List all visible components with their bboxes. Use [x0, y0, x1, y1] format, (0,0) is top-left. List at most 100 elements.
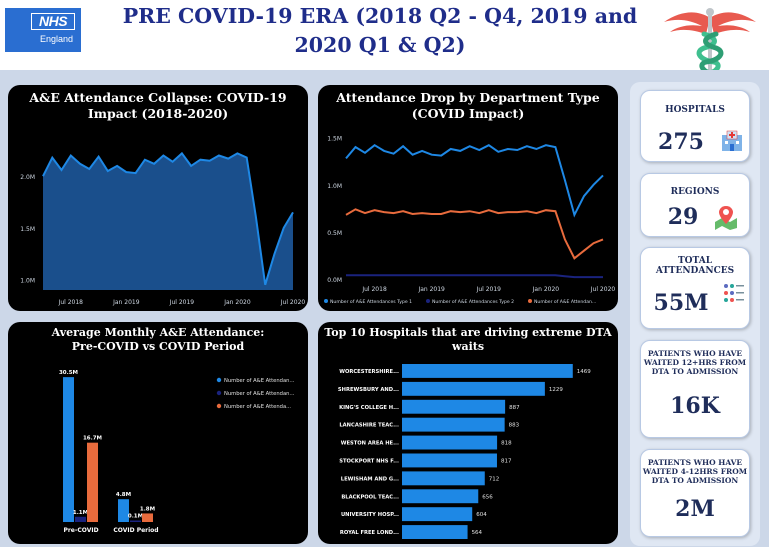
hbar-chart-title-line-1: Top 10 Hospitals that are driving extrem…: [324, 326, 612, 339]
series-line-2: [346, 274, 603, 279]
bar: [87, 442, 98, 522]
hbar-chart-title: Top 10 Hospitals that are driving extrem…: [318, 326, 618, 354]
nhs-logo: NHS England: [5, 8, 81, 52]
y-tick-label: 1.5M: [327, 136, 342, 143]
bar-value-label: 818: [501, 441, 512, 447]
y-tick-label: 0.5M: [327, 230, 342, 237]
page-title-line-1: PRE COVID-19 ERA (2018 Q2 - Q4, 2019 and: [122, 4, 638, 28]
y-tick-label: LEWISHAM AND G...: [341, 476, 399, 482]
kpi-regions-label: REGIONS: [670, 187, 720, 197]
people-icon: [724, 284, 744, 302]
bar-value-label: 1229: [549, 387, 563, 393]
area-chart-title-line-2: Impact (2018-2020): [87, 106, 229, 121]
bar: [402, 364, 573, 378]
area-chart: 1.0M 1.5M 2.0M Jul 2018 Jan 2019 Jul 2019 Jan …: [20, 151, 305, 306]
x-tick-label: Jul 2019: [476, 286, 502, 293]
kpi-attendances-label: TOTAL ATTENDANCES: [641, 256, 749, 276]
legend-label: Number of A&E Attendances Type 2: [432, 299, 514, 305]
kpi-attendances-value: 55M: [653, 290, 709, 316]
y-tick-label: SHREWSBURY AND...: [338, 387, 399, 393]
x-tick-label: Jan 2019: [112, 299, 140, 306]
series-line-3: [345, 208, 604, 260]
kpi-wait-12hrs-label-line-2: WAITED 12+HRS FROM: [643, 358, 747, 367]
bar-value-label: 883: [509, 423, 520, 429]
bar-chart-title-line-2: Pre-COVID vs COVID Period: [71, 340, 245, 353]
bar-value-label: 564: [472, 530, 483, 536]
line-chart-title-line-1: Attendance Drop by Department Type: [336, 90, 600, 105]
series-line-1: [345, 143, 604, 218]
kpi-wait-12hrs-label-line-1: PATIENTS WHO HAVE: [647, 349, 743, 358]
hospital-icon: [722, 130, 742, 151]
bar: [402, 507, 473, 522]
y-tick-label: STOCKPORT NHS F...: [339, 458, 399, 464]
x-tick-label: Jan 2020: [223, 299, 251, 306]
legend-marker: [216, 390, 222, 396]
bar: [402, 399, 506, 414]
bar-value-label: 604: [476, 512, 487, 518]
bar: [402, 471, 485, 486]
bar-value-label: 887: [509, 405, 520, 411]
bar-value-label: 656: [482, 494, 493, 500]
area-line: [42, 151, 294, 286]
hbar-chart-panel: Top 10 Hospitals that are driving extrem…: [318, 322, 618, 544]
line-chart-title-line-2: (COVID Impact): [411, 106, 525, 121]
y-tick-label: BLACKPOOL TEAC...: [341, 494, 399, 500]
kpi-wait-4-12hrs-label-line-3: DTA TO ADMISSION: [651, 476, 739, 485]
map-pin-icon: [715, 206, 737, 230]
legend-marker: [216, 403, 222, 409]
nhs-logo-subtext: England: [39, 34, 73, 44]
bar-chart: 30.5M 1.1M 16.7M Pre-COVID 4.8M 0.1M 1.8M COVID…: [59, 370, 295, 534]
x-tick-label: COVID Period: [113, 527, 158, 534]
y-tick-label: 1.0M: [20, 278, 35, 285]
bar-value-label: 1.8M: [140, 506, 155, 512]
kpi-attendances-label-line-1: TOTAL: [677, 256, 713, 266]
kpi-hospitals-card: HOSPITALS 275: [640, 90, 750, 162]
bar-value-label: 4.8M: [116, 492, 131, 498]
y-tick-label: 2.0M: [20, 174, 35, 181]
kpi-wait-12hrs-value: 16K: [670, 393, 720, 419]
page-title: PRE COVID-19 ERA (2018 Q2 - Q4, 2019 and…: [100, 2, 660, 60]
line-chart-title: Attendance Drop by Department Type (COVI…: [318, 90, 618, 122]
bar: [118, 499, 129, 522]
bar-chart-title: Average Monthly A&E Attendance: Pre-COVI…: [8, 326, 308, 354]
line-chart-panel: Attendance Drop by Department Type (COVI…: [318, 85, 618, 311]
x-tick-label: Pre-COVID: [63, 527, 98, 534]
dashboard-canvas: A&E Attendance Collapse: COVID-19 Impact…: [0, 70, 769, 547]
legend-label: Number of A&E Attendances Type 1: [330, 299, 412, 305]
y-tick-label: ROYAL FREE LOND...: [340, 530, 399, 536]
bar-value-label: 817: [501, 458, 512, 464]
x-tick-label: Jul 2020: [590, 286, 616, 293]
bar-value-label: 0.1M: [128, 514, 143, 520]
y-tick-label: 1.0M: [327, 183, 342, 190]
kpi-wait-4-12hrs-label: PATIENTS WHO HAVE WAITED 4-12HRS FROM DT…: [641, 458, 749, 485]
legend-label: Number of A&E Attenda...: [224, 404, 291, 410]
bar-value-label: 1469: [577, 369, 591, 375]
area-chart-title: A&E Attendance Collapse: COVID-19 Impact…: [8, 90, 308, 122]
x-tick-label: Jan 2020: [532, 286, 560, 293]
kpi-hospitals-value: 275: [658, 129, 704, 155]
bar-value-label: 30.5M: [59, 370, 78, 376]
legend-marker: [426, 299, 430, 303]
kpi-wait-4-12hrs-label-line-2: WAITED 4-12HRS FROM: [642, 467, 748, 476]
kpi-wait-12hrs-label: PATIENTS WHO HAVE WAITED 12+HRS FROM DTA…: [641, 349, 749, 376]
kpi-wait-4-12hrs-value: 2M: [675, 496, 715, 522]
bar: [402, 489, 479, 504]
area-chart-title-line-1: A&E Attendance Collapse: COVID-19: [29, 90, 287, 105]
y-tick-label: WESTON AREA HE...: [341, 441, 399, 447]
bar-value-label: 16.7M: [83, 436, 102, 442]
legend-marker: [528, 299, 532, 303]
caduceus-icon: [664, 8, 756, 83]
bar: [402, 435, 498, 450]
y-tick-label: 0.0M: [327, 277, 342, 284]
bar: [402, 381, 545, 396]
legend-label: Number of A&E Attendan...: [224, 391, 295, 397]
legend-label: Number of A&E Attendan...: [534, 299, 596, 305]
x-tick-label: Jul 2018: [58, 299, 84, 306]
bar-chart-title-line-1: Average Monthly A&E Attendance:: [51, 326, 265, 339]
bar: [130, 520, 141, 522]
kpi-wait-4-12hrs-label-line-1: PATIENTS WHO HAVE: [647, 458, 743, 467]
y-tick-label: UNIVERSITY HOSP...: [341, 512, 399, 518]
kpi-hospitals-label: HOSPITALS: [665, 105, 725, 115]
legend-label: Number of A&E Attendan...: [224, 378, 295, 384]
header: NHS England PRE COVID-19 ERA (2018 Q2 - …: [0, 0, 769, 83]
